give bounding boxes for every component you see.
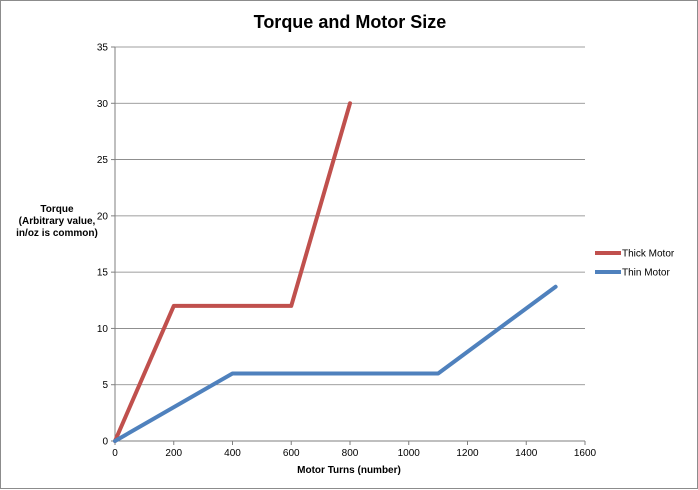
legend-label: Thin Motor xyxy=(622,268,670,279)
x-tick-label: 1400 xyxy=(515,448,538,459)
axes xyxy=(111,46,586,445)
x-tick-label: 1600 xyxy=(574,448,597,459)
y-axis-label: Torque(Arbitrary value,in/oz is common) xyxy=(16,204,98,239)
x-tick-label: 400 xyxy=(224,448,241,459)
y-tick-label: 10 xyxy=(97,324,109,335)
y-tick-label: 0 xyxy=(102,437,108,448)
series-line-0 xyxy=(113,101,352,443)
y-axis-label-line: in/oz is common) xyxy=(16,228,98,239)
x-tick-label: 1000 xyxy=(398,448,421,459)
y-tick-label: 25 xyxy=(97,155,109,166)
y-tick-label: 15 xyxy=(97,268,109,279)
y-tick-label: 5 xyxy=(102,380,108,391)
y-tick-label: 20 xyxy=(97,211,109,222)
y-tick-label: 35 xyxy=(97,43,109,54)
x-axis-label: Motor Turns (number) xyxy=(297,465,401,476)
x-tick-label: 0 xyxy=(112,448,118,459)
chart-title: Torque and Motor Size xyxy=(254,12,447,32)
legend-label: Thick Motor xyxy=(622,249,675,260)
y-axis-label-line: Torque xyxy=(40,204,74,215)
y-tick-label: 30 xyxy=(97,99,109,110)
x-tick-label: 1200 xyxy=(456,448,479,459)
series-group xyxy=(113,101,558,443)
x-tick-label: 200 xyxy=(165,448,182,459)
x-tick-label: 600 xyxy=(283,448,300,459)
legend: Thick Motor Thin Motor xyxy=(595,249,675,279)
gridlines xyxy=(115,46,585,386)
x-tick-label: 800 xyxy=(342,448,359,459)
x-tick-labels: 0 200 400 600 800 1000 1200 1400 1600 xyxy=(112,448,596,459)
y-axis-label-line: (Arbitrary value, xyxy=(19,216,96,227)
y-tick-labels: 0 5 10 15 20 25 30 35 xyxy=(97,43,109,448)
series-line-1 xyxy=(113,284,558,443)
